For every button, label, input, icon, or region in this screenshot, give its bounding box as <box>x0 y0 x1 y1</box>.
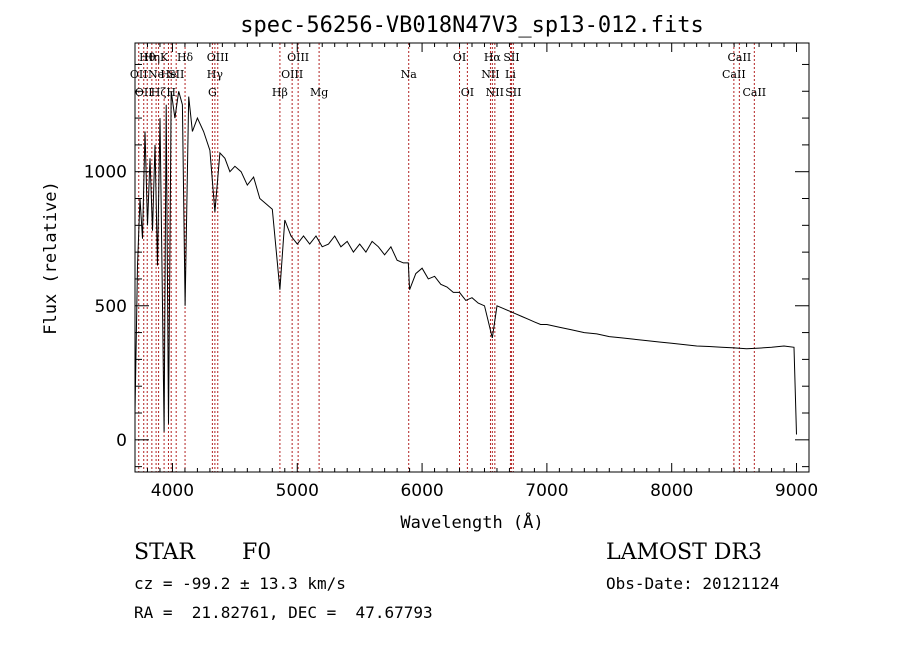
spectral-line-label: CaII <box>742 86 766 99</box>
spectral-line-label: Hγ <box>207 68 224 81</box>
y-axis-label: Flux (relative) <box>41 181 61 335</box>
x-tick-label: 5000 <box>276 481 319 501</box>
spectral-line-label: Hδ <box>177 51 194 64</box>
spectrum-line <box>134 91 797 435</box>
object-class: STAR <box>134 540 195 565</box>
x-axis-label: Wavelength (Å) <box>400 511 543 533</box>
x-tick-label: 9000 <box>775 481 818 501</box>
spectral-line-label: Hβ <box>272 86 288 99</box>
spectral-line-label: Mg <box>310 86 328 99</box>
spectral-line-label: Na <box>401 68 418 81</box>
x-tick-label: 8000 <box>650 481 693 501</box>
spectral-line-label: Hα <box>484 51 502 64</box>
spectral-line-label: SII <box>503 51 519 64</box>
spectral-line-label: OIII <box>281 68 303 81</box>
line-labels-layer: OIIOIIHθHηNeHζKHeHSIIHδGHγOIIIHβOIIIOIII… <box>130 51 766 99</box>
object-subclass: F0 <box>242 540 272 565</box>
spectral-line-label: CaII <box>728 51 752 64</box>
spectral-line-label: G <box>208 86 217 99</box>
spectral-line-label: Hη <box>144 51 160 64</box>
x-tick-label: 4000 <box>151 481 194 501</box>
spectral-line-label: SII <box>168 68 184 81</box>
spectral-line-label: Ne <box>148 68 164 81</box>
spectral-line-label: OI <box>461 86 474 99</box>
spectral-line-label: OII <box>130 68 148 81</box>
spectral-line-label: K <box>160 51 169 64</box>
axis-ticks-layer: 4000 5000 6000 7000 8000 9000 0 500 1000 <box>84 43 818 501</box>
spectral-line-label: NII <box>481 68 499 81</box>
spectral-line-label: OIII <box>287 51 309 64</box>
y-tick-label: 0 <box>116 431 127 451</box>
chart-title: spec-56256-VB018N47V3_sp13-012.fits <box>240 13 704 38</box>
spectral-line-label: SII <box>505 86 521 99</box>
spectral-line-label: OII <box>135 86 153 99</box>
spectral-line-label: He <box>160 68 176 81</box>
spectral-line-label: Hζ <box>151 86 167 99</box>
obs-date: Obs-Date: 20121124 <box>606 574 780 593</box>
survey-name: LAMOST DR3 <box>606 540 762 565</box>
spectral-line-label: Hθ <box>139 51 156 64</box>
velocity: cz = -99.2 ± 13.3 km/s <box>134 574 346 593</box>
plot-frame <box>134 42 810 473</box>
emission-lines-layer <box>138 43 755 472</box>
coordinates: RA = 21.82761, DEC = 47.67793 <box>134 603 433 622</box>
spectral-line-label: Li <box>505 68 516 81</box>
y-tick-label: 1000 <box>84 163 127 183</box>
spectral-line-label: NII <box>486 86 504 99</box>
y-tick-label: 500 <box>95 297 127 317</box>
spectral-line-label: OI <box>453 51 466 64</box>
x-tick-label: 6000 <box>400 481 443 501</box>
spectral-line-label: CaII <box>722 68 746 81</box>
x-tick-label: 7000 <box>525 481 568 501</box>
spectral-line-label: OIII <box>207 51 229 64</box>
